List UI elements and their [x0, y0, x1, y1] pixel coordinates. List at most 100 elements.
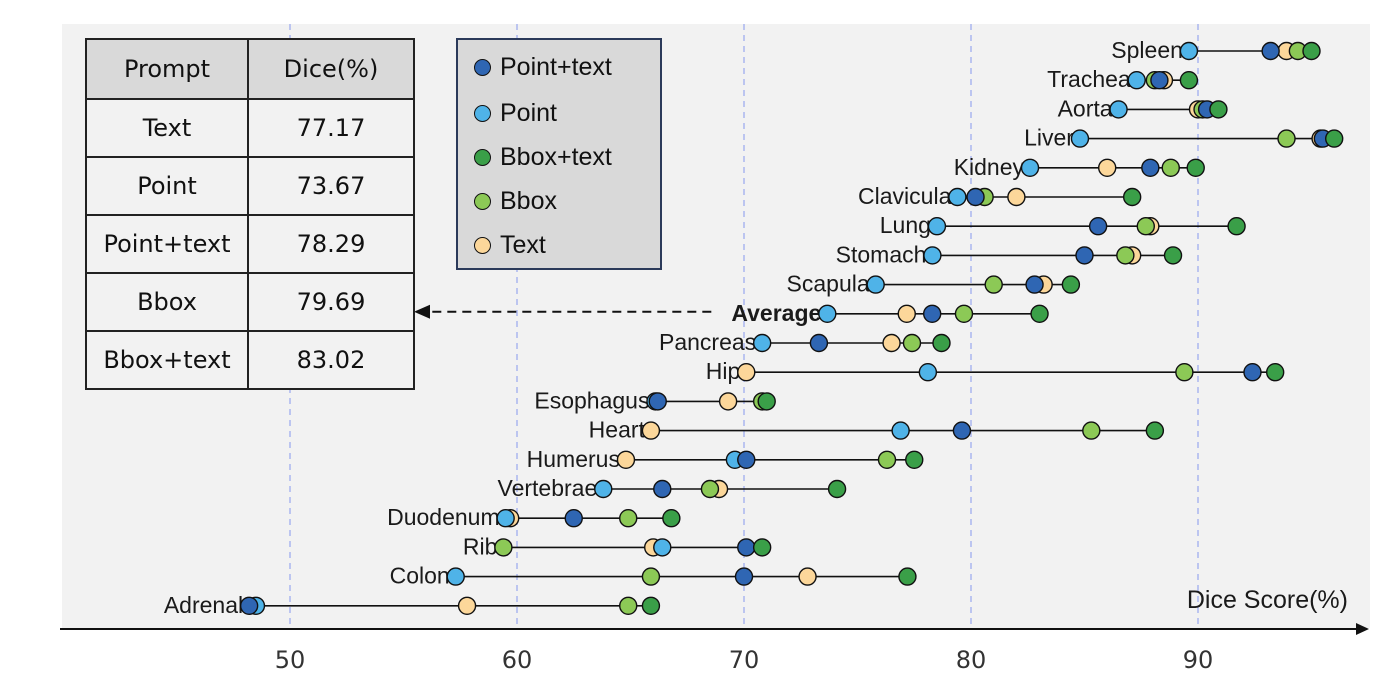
data-point: [1075, 246, 1094, 265]
table-header-row: Prompt Dice(%): [85, 38, 415, 100]
organ-row: Esophagus: [534, 387, 776, 413]
table-row: Point 73.67: [85, 156, 415, 216]
data-point: [619, 509, 638, 528]
organ-row: Scapula: [787, 271, 1081, 297]
data-point: [752, 538, 772, 557]
data-point: [798, 567, 817, 586]
data-point: [446, 567, 465, 586]
data-point: [818, 304, 837, 323]
x-tick-label: 60: [502, 646, 533, 674]
table-cell-dice: 73.67: [247, 156, 415, 216]
organ-row: Liver: [1024, 125, 1344, 151]
legend-label: Point: [500, 98, 557, 127]
data-point: [1082, 421, 1101, 440]
data-point: [1265, 363, 1285, 382]
table-cell-prompt: Bbox+text: [85, 330, 249, 390]
data-point: [1141, 158, 1160, 178]
data-point: [239, 596, 259, 615]
table-row: Text 77.17: [85, 98, 415, 158]
organ-row: Kidney: [954, 154, 1205, 180]
data-point: [1025, 275, 1044, 294]
organ-label: Rib: [463, 533, 498, 559]
data-point: [594, 479, 613, 499]
organ-row: Rib: [463, 533, 772, 559]
table-cell-prompt: Bbox: [85, 272, 249, 332]
data-point: [662, 509, 681, 528]
organ-row: Hip: [706, 358, 1285, 384]
organ-label: Stomach: [836, 241, 927, 267]
organ-row: Trachea: [1047, 66, 1199, 92]
data-point: [616, 450, 636, 469]
x-axis-arrowhead: [1356, 623, 1369, 635]
chart-legend: Point+text Point Bbox+text Bbox Text: [456, 38, 662, 270]
data-point: [1116, 246, 1135, 265]
organ-label: Spleen: [1111, 37, 1183, 63]
x-tick-label: 90: [1183, 646, 1214, 674]
legend-marker: [474, 58, 491, 76]
data-point: [653, 479, 672, 499]
legend-marker: [474, 148, 491, 166]
data-point: [734, 567, 754, 586]
table-cell-dice: 83.02: [247, 330, 415, 390]
data-point: [1030, 304, 1049, 323]
legend-item-text: Text: [474, 230, 546, 260]
data-point: [1324, 129, 1344, 148]
legend-marker: [474, 236, 491, 254]
data-point: [1175, 363, 1194, 382]
table-cell-prompt: Text: [85, 98, 249, 158]
data-point: [718, 392, 738, 411]
data-point: [927, 216, 947, 236]
data-point: [1007, 187, 1026, 207]
data-point: [1163, 246, 1183, 265]
data-point: [1020, 158, 1040, 178]
x-tick-label: 50: [275, 646, 306, 674]
legend-item-point-text: Point+text: [474, 52, 612, 82]
data-point: [653, 538, 672, 557]
data-point: [1136, 216, 1155, 236]
data-point: [619, 596, 638, 615]
organ-label: Vertebrae: [498, 475, 598, 501]
data-point: [1070, 129, 1090, 148]
organ-label: Duodenum: [387, 504, 500, 530]
organ-label: Aorta: [1058, 95, 1113, 121]
organ-label: Lung: [880, 212, 931, 238]
data-point: [866, 275, 885, 294]
organ-label: Hip: [706, 358, 741, 384]
dice-summary-table: Prompt Dice(%) Text 77.17 Point 73.67 Po…: [85, 38, 415, 390]
table-row: Point+text 78.29: [85, 214, 415, 274]
data-point: [1127, 70, 1146, 90]
table-row: Bbox 79.69: [85, 272, 415, 332]
table-cell-prompt: Point+text: [85, 214, 249, 274]
legend-item-bbox-text: Bbox+text: [474, 142, 612, 172]
data-point: [984, 275, 1003, 294]
table-cell-dice: 77.17: [247, 98, 415, 158]
organ-label: Average: [731, 300, 821, 326]
organ-label: Humerus: [527, 446, 620, 472]
data-point: [1243, 363, 1262, 382]
legend-marker: [474, 192, 491, 210]
data-point: [1145, 421, 1165, 440]
data-point: [737, 450, 756, 469]
organ-label: Liver: [1024, 125, 1074, 151]
data-point: [752, 333, 772, 353]
data-point: [882, 333, 901, 353]
average-arrow: [414, 304, 712, 319]
data-point: [648, 392, 667, 411]
data-point: [700, 479, 720, 499]
data-point: [641, 421, 661, 440]
data-point: [757, 392, 776, 411]
data-point: [1277, 129, 1296, 148]
table-cell-dice: 79.69: [247, 272, 415, 332]
data-point: [1209, 100, 1228, 119]
data-point: [457, 596, 477, 615]
data-point: [948, 187, 967, 207]
data-point: [1179, 41, 1199, 61]
data-point: [737, 363, 756, 382]
organ-row: Lung: [880, 212, 1246, 238]
organ-label: Esophagus: [534, 387, 649, 413]
organ-row: Duodenum: [387, 504, 681, 530]
data-point: [496, 509, 515, 528]
organ-row: Heart: [589, 417, 1165, 443]
data-point: [827, 479, 847, 499]
